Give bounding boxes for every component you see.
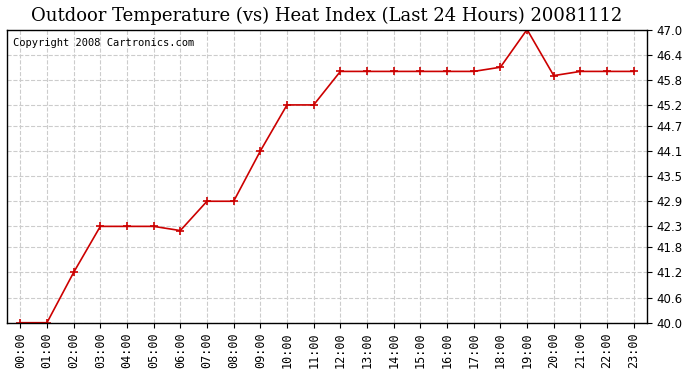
Text: Copyright 2008 Cartronics.com: Copyright 2008 Cartronics.com <box>13 38 195 48</box>
Title: Outdoor Temperature (vs) Heat Index (Last 24 Hours) 20081112: Outdoor Temperature (vs) Heat Index (Las… <box>31 7 622 25</box>
